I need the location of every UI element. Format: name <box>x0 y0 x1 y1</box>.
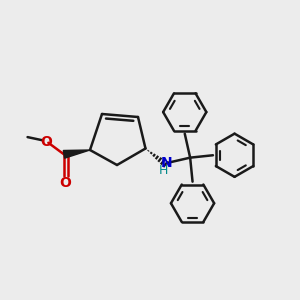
Text: O: O <box>40 135 52 148</box>
Polygon shape <box>63 150 90 158</box>
Text: H: H <box>158 164 168 177</box>
Text: O: O <box>59 176 71 190</box>
Text: N: N <box>160 156 172 170</box>
